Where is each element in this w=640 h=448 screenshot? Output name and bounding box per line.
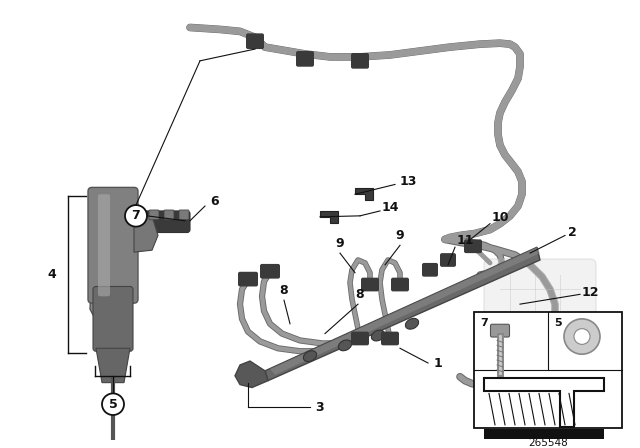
FancyBboxPatch shape [464, 239, 482, 253]
Text: 7: 7 [480, 318, 488, 328]
FancyBboxPatch shape [149, 210, 159, 220]
Ellipse shape [339, 340, 351, 351]
Polygon shape [270, 247, 540, 375]
Text: 3: 3 [316, 401, 324, 414]
Text: 7: 7 [132, 209, 140, 222]
Text: 8: 8 [280, 284, 288, 297]
FancyBboxPatch shape [351, 53, 369, 69]
FancyBboxPatch shape [391, 278, 409, 291]
Text: 12: 12 [581, 286, 599, 299]
Bar [484, 429, 604, 439]
Text: 1: 1 [434, 357, 442, 370]
Text: 10: 10 [492, 211, 509, 224]
FancyBboxPatch shape [361, 278, 379, 291]
Polygon shape [320, 211, 338, 223]
Ellipse shape [303, 351, 317, 362]
FancyBboxPatch shape [238, 272, 258, 286]
Polygon shape [90, 191, 135, 329]
Ellipse shape [371, 330, 385, 341]
Circle shape [102, 393, 124, 415]
FancyBboxPatch shape [98, 194, 110, 296]
FancyBboxPatch shape [484, 259, 596, 388]
Text: 9: 9 [396, 229, 404, 242]
Circle shape [564, 319, 600, 354]
FancyBboxPatch shape [422, 263, 438, 277]
Text: 4: 4 [47, 268, 56, 281]
Polygon shape [355, 188, 373, 200]
Circle shape [125, 205, 147, 227]
Text: 11: 11 [456, 234, 474, 247]
Polygon shape [265, 247, 540, 381]
Polygon shape [134, 211, 158, 252]
Text: 265548: 265548 [528, 438, 568, 448]
FancyBboxPatch shape [381, 332, 399, 345]
FancyBboxPatch shape [88, 187, 138, 303]
Text: 13: 13 [399, 175, 417, 188]
FancyBboxPatch shape [142, 211, 190, 233]
Polygon shape [235, 361, 268, 388]
FancyBboxPatch shape [490, 324, 509, 337]
Polygon shape [96, 348, 130, 383]
Text: 9: 9 [336, 237, 344, 250]
Text: 8: 8 [356, 288, 364, 301]
FancyBboxPatch shape [164, 210, 174, 220]
Circle shape [574, 329, 590, 345]
Ellipse shape [405, 319, 419, 329]
Text: 14: 14 [381, 202, 399, 215]
FancyBboxPatch shape [296, 51, 314, 67]
FancyBboxPatch shape [440, 253, 456, 267]
Bar [474, 312, 622, 428]
Text: 5: 5 [109, 398, 117, 411]
FancyBboxPatch shape [351, 332, 369, 345]
FancyBboxPatch shape [260, 264, 280, 279]
Text: 6: 6 [211, 194, 220, 207]
FancyBboxPatch shape [246, 33, 264, 49]
Text: 5: 5 [554, 318, 562, 328]
Text: 2: 2 [568, 226, 577, 239]
FancyBboxPatch shape [93, 286, 133, 351]
FancyBboxPatch shape [179, 210, 189, 220]
